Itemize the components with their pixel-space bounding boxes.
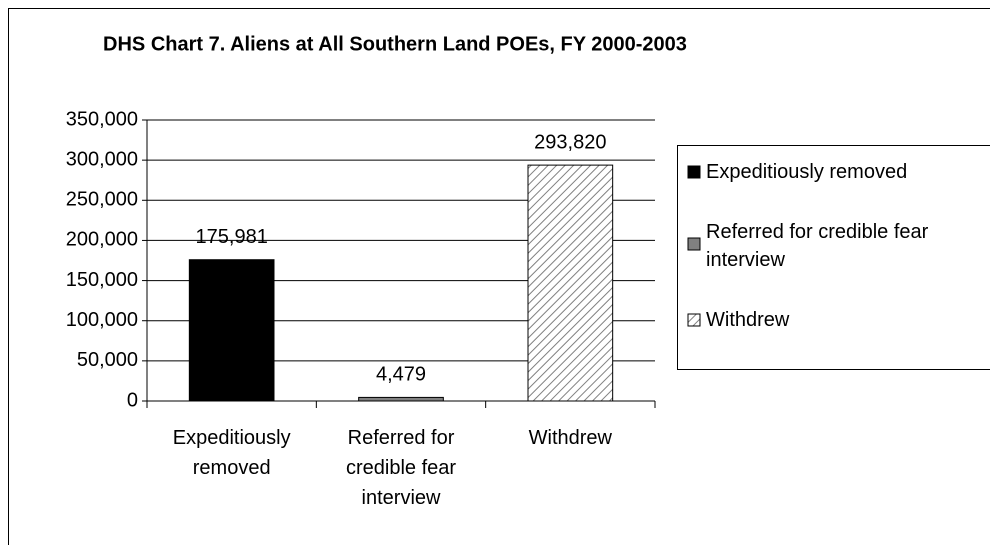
y-tick-label: 0	[127, 389, 138, 411]
value-label: 175,981	[196, 226, 268, 248]
y-tick-label: 250,000	[66, 189, 138, 211]
legend-swatch	[687, 165, 701, 179]
legend-label: Expeditiously removed	[706, 161, 908, 183]
bar	[188, 259, 275, 402]
legend-label: Withdrew	[706, 309, 790, 331]
legend-label: Referred for credible fear interview	[706, 221, 929, 271]
y-tick-label: 150,000	[66, 269, 138, 291]
y-tick-label: 100,000	[66, 309, 138, 331]
legend-swatch	[687, 237, 701, 251]
legend-swatch	[687, 313, 701, 327]
y-tick-label: 350,000	[66, 108, 138, 130]
legend-box	[677, 145, 990, 370]
bar	[358, 396, 444, 402]
y-tick-label: 300,000	[66, 148, 138, 170]
value-label: 4,479	[376, 364, 426, 386]
x-tick-label: Expeditiously removed	[172, 427, 291, 479]
bar	[527, 164, 614, 402]
x-tick-label: Withdrew	[528, 427, 612, 449]
value-label: 293,820	[534, 131, 606, 153]
x-tick-label: Referred for credible fear interview	[345, 427, 457, 509]
chart-title: DHS Chart 7. Aliens at All Southern Land…	[103, 33, 687, 55]
chart-border	[8, 8, 990, 545]
y-tick-label: 200,000	[66, 229, 138, 251]
y-tick-label: 50,000	[77, 349, 138, 371]
